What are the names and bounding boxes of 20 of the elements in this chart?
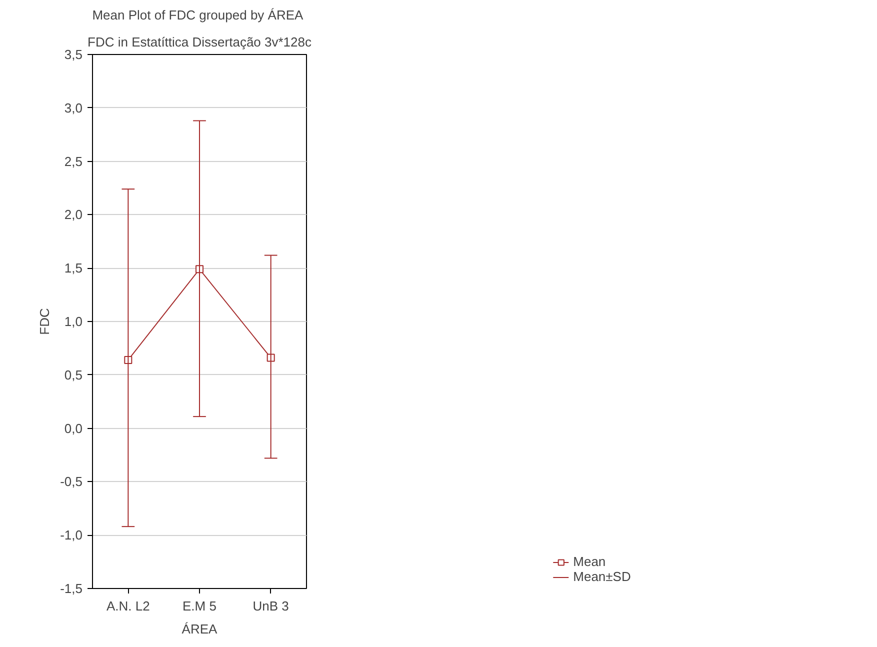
chart-subtitle: FDC in Estatíttica Dissertação 3v*128c bbox=[88, 34, 312, 50]
y-tick-label: 2,5 bbox=[64, 154, 83, 169]
y-tick-label: 2,0 bbox=[64, 207, 83, 222]
y-tick-label: 0,5 bbox=[64, 367, 83, 382]
x-tick-label: A.N. L2 bbox=[106, 598, 150, 614]
y-tick-label: -1,5 bbox=[60, 581, 83, 596]
text: Mean±SD bbox=[573, 569, 631, 584]
y-tick-label: -0,5 bbox=[60, 474, 83, 490]
legend-label: Mean bbox=[573, 554, 606, 569]
chart-title: Mean Plot of FDC grouped by ÁREA bbox=[92, 8, 304, 22]
x-tick-label: UnB 3 bbox=[252, 598, 289, 614]
y-tick-label: -1,0 bbox=[60, 528, 83, 543]
y-tick-label: 0,0 bbox=[64, 420, 83, 436]
y-tick-label: 1,5 bbox=[64, 260, 83, 276]
x-axis-title: ÁREA bbox=[182, 622, 218, 636]
y-axis-title: FDC bbox=[37, 308, 52, 335]
y-tick-label: 1,0 bbox=[64, 314, 83, 329]
x-tick-label: E.M 5 bbox=[182, 598, 216, 614]
y-tick-label: 3,5 bbox=[64, 47, 83, 62]
y-tick-label: 3,0 bbox=[64, 100, 83, 116]
